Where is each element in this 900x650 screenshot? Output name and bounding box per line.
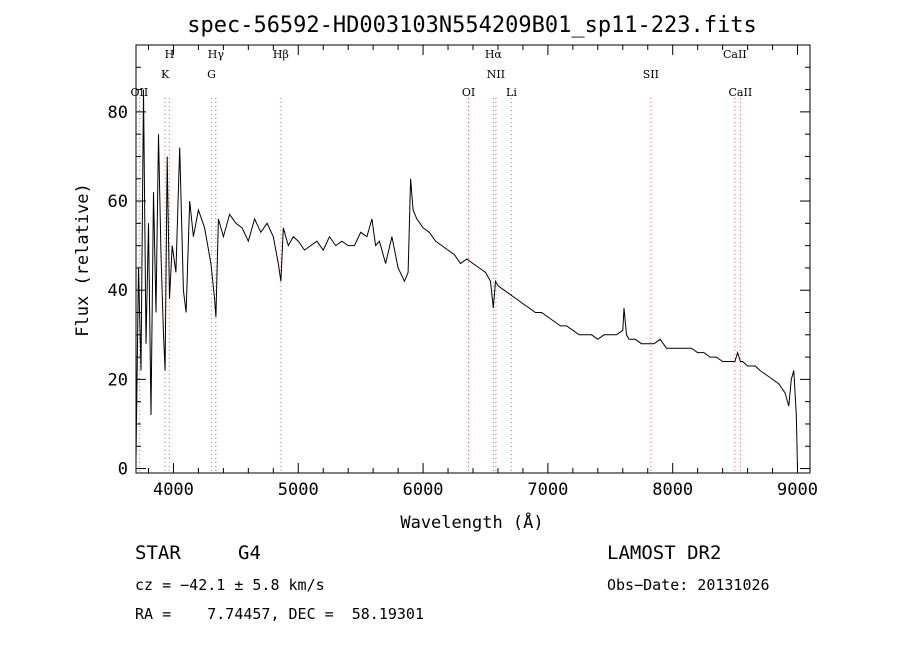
x-tick-label: 9000	[777, 480, 818, 500]
line-label-SII: SII	[643, 68, 659, 81]
axes: 4000 5000 6000 7000 8000 9000 0 20 40 60 80	[108, 44, 818, 500]
y-tick-label: 60	[108, 192, 128, 212]
line-label-CaII: CaII	[723, 48, 747, 61]
x-tick-label: 5000	[278, 480, 319, 500]
plot-frame	[135, 44, 811, 474]
survey-name: LAMOST DR2	[607, 542, 722, 564]
coordinates: RA = 7.74457, DEC = 58.19301	[135, 605, 424, 623]
line-label-Li: Li	[506, 86, 517, 99]
line-label-NII: NII	[487, 68, 505, 81]
line-label-Hα: Hα	[485, 48, 503, 61]
y-tick-label: 80	[108, 103, 128, 123]
object-class: STAR	[135, 542, 181, 564]
line-label-H: H	[165, 48, 175, 61]
spectral-line-markers: HK Hγ G Hβ NII Hα SII CaII OII OI Li CaII	[131, 48, 753, 473]
line-label-CaII: CaII	[729, 86, 753, 99]
spectrum-line	[135, 89, 798, 469]
series-layer	[135, 89, 798, 469]
x-tick-label: 6000	[403, 480, 444, 500]
line-label-OII: OII	[131, 86, 149, 99]
line-label-Hβ: Hβ	[273, 48, 289, 61]
x-tick-label: 7000	[527, 480, 568, 500]
redshift-cz: cz = −42.1 ± 5.8 km/s	[135, 576, 325, 594]
observation-date: Obs−Date: 20131026	[607, 576, 770, 594]
y-axis-label: Flux (relative)	[73, 183, 93, 337]
line-label-Hγ: Hγ	[208, 48, 225, 61]
x-axis-label: Wavelength (Å)	[400, 511, 543, 533]
line-label-K: K	[161, 68, 170, 81]
x-tick-label: 8000	[652, 480, 693, 500]
line-label-OI: OI	[462, 86, 475, 99]
x-tick-label: 4000	[153, 480, 194, 500]
y-tick-label: 20	[108, 370, 128, 390]
line-label-G: G	[207, 68, 216, 81]
y-tick-label: 0	[118, 460, 128, 480]
chart-title: spec-56592-HD003103N554209B01_sp11-223.f…	[187, 13, 757, 38]
object-subclass: G4	[238, 542, 261, 564]
y-tick-label: 40	[108, 281, 128, 301]
